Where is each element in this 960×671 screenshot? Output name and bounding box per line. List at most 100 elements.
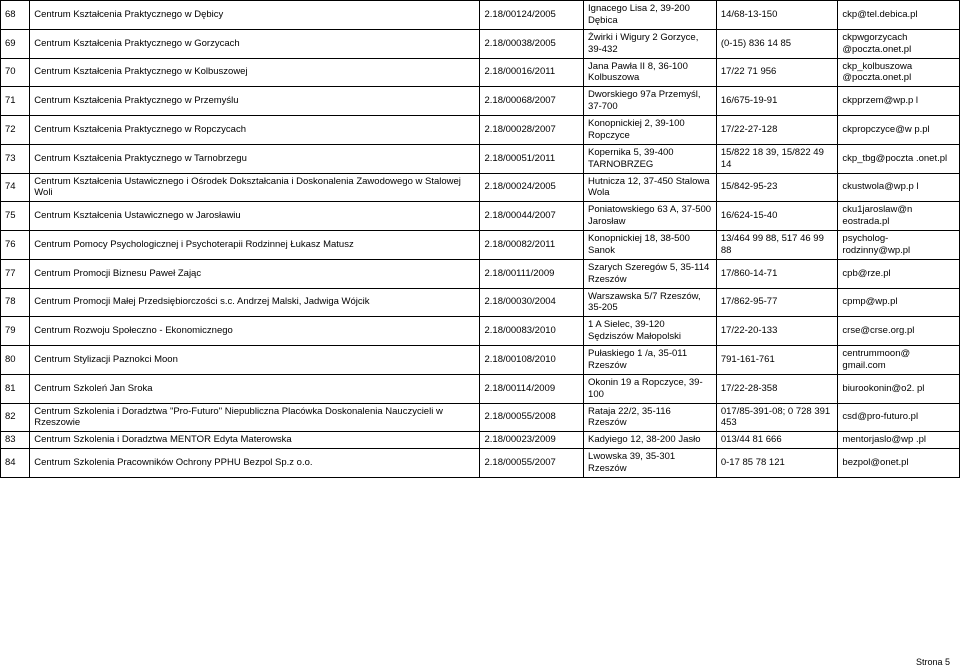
code: 2.18/00055/2007: [480, 449, 584, 478]
address: 1 A Sielec, 39-120 Sędziszów Małopolski: [584, 317, 717, 346]
email: mentorjaslo@wp .pl: [838, 432, 960, 449]
table-row: 71Centrum Kształcenia Praktycznego w Prz…: [1, 87, 960, 116]
phone: 791-161-761: [716, 346, 838, 375]
email: centrummoon@ gmail.com: [838, 346, 960, 375]
address: Kopernika 5, 39-400 TARNOBRZEG: [584, 144, 717, 173]
institution-name: Centrum Pomocy Psychologicznej i Psychot…: [30, 231, 480, 260]
institution-name: Centrum Stylizacji Paznokci Moon: [30, 346, 480, 375]
institution-name: Centrum Szkolenia Pracowników Ochrony PP…: [30, 449, 480, 478]
email: cku1jaroslaw@n eostrada.pl: [838, 202, 960, 231]
email: ckpprzem@wp.p l: [838, 87, 960, 116]
institution-name: Centrum Kształcenia Praktycznego w Ropcz…: [30, 116, 480, 145]
phone: 16/675-19-91: [716, 87, 838, 116]
row-number: 77: [1, 259, 30, 288]
row-number: 80: [1, 346, 30, 375]
institution-name: Centrum Kształcenia Ustawicznego w Jaros…: [30, 202, 480, 231]
email: ckp_kolbuszowa @poczta.onet.pl: [838, 58, 960, 87]
email: ckpwgorzycach @poczta.onet.pl: [838, 29, 960, 58]
code: 2.18/00083/2010: [480, 317, 584, 346]
phone: 17/22-27-128: [716, 116, 838, 145]
phone: 15/842-95-23: [716, 173, 838, 202]
address: Poniatowskiego 63 A, 37-500 Jarosław: [584, 202, 717, 231]
code: 2.18/00023/2009: [480, 432, 584, 449]
code: 2.18/00028/2007: [480, 116, 584, 145]
phone: 0-17 85 78 121: [716, 449, 838, 478]
table-row: 68Centrum Kształcenia Praktycznego w Dęb…: [1, 1, 960, 30]
row-number: 73: [1, 144, 30, 173]
email: ckpropczyce@w p.pl: [838, 116, 960, 145]
address: Kadyiego 12, 38-200 Jasło: [584, 432, 717, 449]
phone: 17/22-28-358: [716, 374, 838, 403]
institution-name: Centrum Kształcenia Praktycznego w Kolbu…: [30, 58, 480, 87]
page-footer: Strona 5: [916, 657, 950, 667]
phone: 13/464 99 88, 517 46 99 88: [716, 231, 838, 260]
table-row: 80Centrum Stylizacji Paznokci Moon2.18/0…: [1, 346, 960, 375]
table-row: 73Centrum Kształcenia Praktycznego w Tar…: [1, 144, 960, 173]
table-row: 83Centrum Szkolenia i Doradztwa MENTOR E…: [1, 432, 960, 449]
table-row: 74Centrum Kształcenia Ustawicznego i Ośr…: [1, 173, 960, 202]
email: crse@crse.org.pl: [838, 317, 960, 346]
code: 2.18/00024/2005: [480, 173, 584, 202]
institution-name: Centrum Rozwoju Społeczno - Ekonomiczneg…: [30, 317, 480, 346]
row-number: 71: [1, 87, 30, 116]
code: 2.18/00051/2011: [480, 144, 584, 173]
email: csd@pro-futuro.pl: [838, 403, 960, 432]
email: cpmp@wp.pl: [838, 288, 960, 317]
code: 2.18/00114/2009: [480, 374, 584, 403]
address: Jana Pawła II 8, 36-100 Kolbuszowa: [584, 58, 717, 87]
phone: 16/624-15-40: [716, 202, 838, 231]
institution-name: Centrum Szkoleń Jan Sroka: [30, 374, 480, 403]
table-row: 72Centrum Kształcenia Praktycznego w Rop…: [1, 116, 960, 145]
institution-name: Centrum Kształcenia Praktycznego w Gorzy…: [30, 29, 480, 58]
phone: 15/822 18 39, 15/822 49 14: [716, 144, 838, 173]
email: ckp_tbg@poczta .onet.pl: [838, 144, 960, 173]
institution-name: Centrum Kształcenia Praktycznego w Tarno…: [30, 144, 480, 173]
address: Konopnickiej 18, 38-500 Sanok: [584, 231, 717, 260]
data-table: 68Centrum Kształcenia Praktycznego w Dęb…: [0, 0, 960, 478]
institution-name: Centrum Szkolenia i Doradztwa "Pro-Futur…: [30, 403, 480, 432]
table-row: 78Centrum Promocji Małej Przedsiębiorczo…: [1, 288, 960, 317]
table-row: 82Centrum Szkolenia i Doradztwa "Pro-Fut…: [1, 403, 960, 432]
address: Hutnicza 12, 37-450 Stalowa Wola: [584, 173, 717, 202]
address: Dworskiego 97a Przemyśl, 37-700: [584, 87, 717, 116]
institution-name: Centrum Kształcenia Praktycznego w Przem…: [30, 87, 480, 116]
table-row: 75Centrum Kształcenia Ustawicznego w Jar…: [1, 202, 960, 231]
email: ckustwola@wp.p l: [838, 173, 960, 202]
code: 2.18/00082/2011: [480, 231, 584, 260]
row-number: 84: [1, 449, 30, 478]
table-row: 69Centrum Kształcenia Praktycznego w Gor…: [1, 29, 960, 58]
address: Rataja 22/2, 35-116 Rzeszów: [584, 403, 717, 432]
phone: 17/22-20-133: [716, 317, 838, 346]
phone: (0-15) 836 14 85: [716, 29, 838, 58]
row-number: 75: [1, 202, 30, 231]
row-number: 78: [1, 288, 30, 317]
phone: 17/22 71 956: [716, 58, 838, 87]
code: 2.18/00124/2005: [480, 1, 584, 30]
row-number: 83: [1, 432, 30, 449]
code: 2.18/00108/2010: [480, 346, 584, 375]
row-number: 72: [1, 116, 30, 145]
email: biurookonin@o2. pl: [838, 374, 960, 403]
row-number: 81: [1, 374, 30, 403]
table-row: 76Centrum Pomocy Psychologicznej i Psych…: [1, 231, 960, 260]
phone: 14/68-13-150: [716, 1, 838, 30]
table-row: 70Centrum Kształcenia Praktycznego w Kol…: [1, 58, 960, 87]
row-number: 76: [1, 231, 30, 260]
address: Szarych Szeregów 5, 35-114 Rzeszów: [584, 259, 717, 288]
row-number: 68: [1, 1, 30, 30]
code: 2.18/00055/2008: [480, 403, 584, 432]
row-number: 69: [1, 29, 30, 58]
table-row: 79Centrum Rozwoju Społeczno - Ekonomiczn…: [1, 317, 960, 346]
row-number: 79: [1, 317, 30, 346]
email: bezpol@onet.pl: [838, 449, 960, 478]
institution-name: Centrum Kształcenia Ustawicznego i Ośrod…: [30, 173, 480, 202]
table-row: 84Centrum Szkolenia Pracowników Ochrony …: [1, 449, 960, 478]
institution-name: Centrum Promocji Małej Przedsiębiorczośc…: [30, 288, 480, 317]
code: 2.18/00016/2011: [480, 58, 584, 87]
institution-name: Centrum Kształcenia Praktycznego w Dębic…: [30, 1, 480, 30]
code: 2.18/00068/2007: [480, 87, 584, 116]
address: Konopnickiej 2, 39-100 Ropczyce: [584, 116, 717, 145]
address: Pułaskiego 1 /a, 35-011 Rzeszów: [584, 346, 717, 375]
address: Lwowska 39, 35-301 Rzeszów: [584, 449, 717, 478]
institution-name: Centrum Szkolenia i Doradztwa MENTOR Edy…: [30, 432, 480, 449]
